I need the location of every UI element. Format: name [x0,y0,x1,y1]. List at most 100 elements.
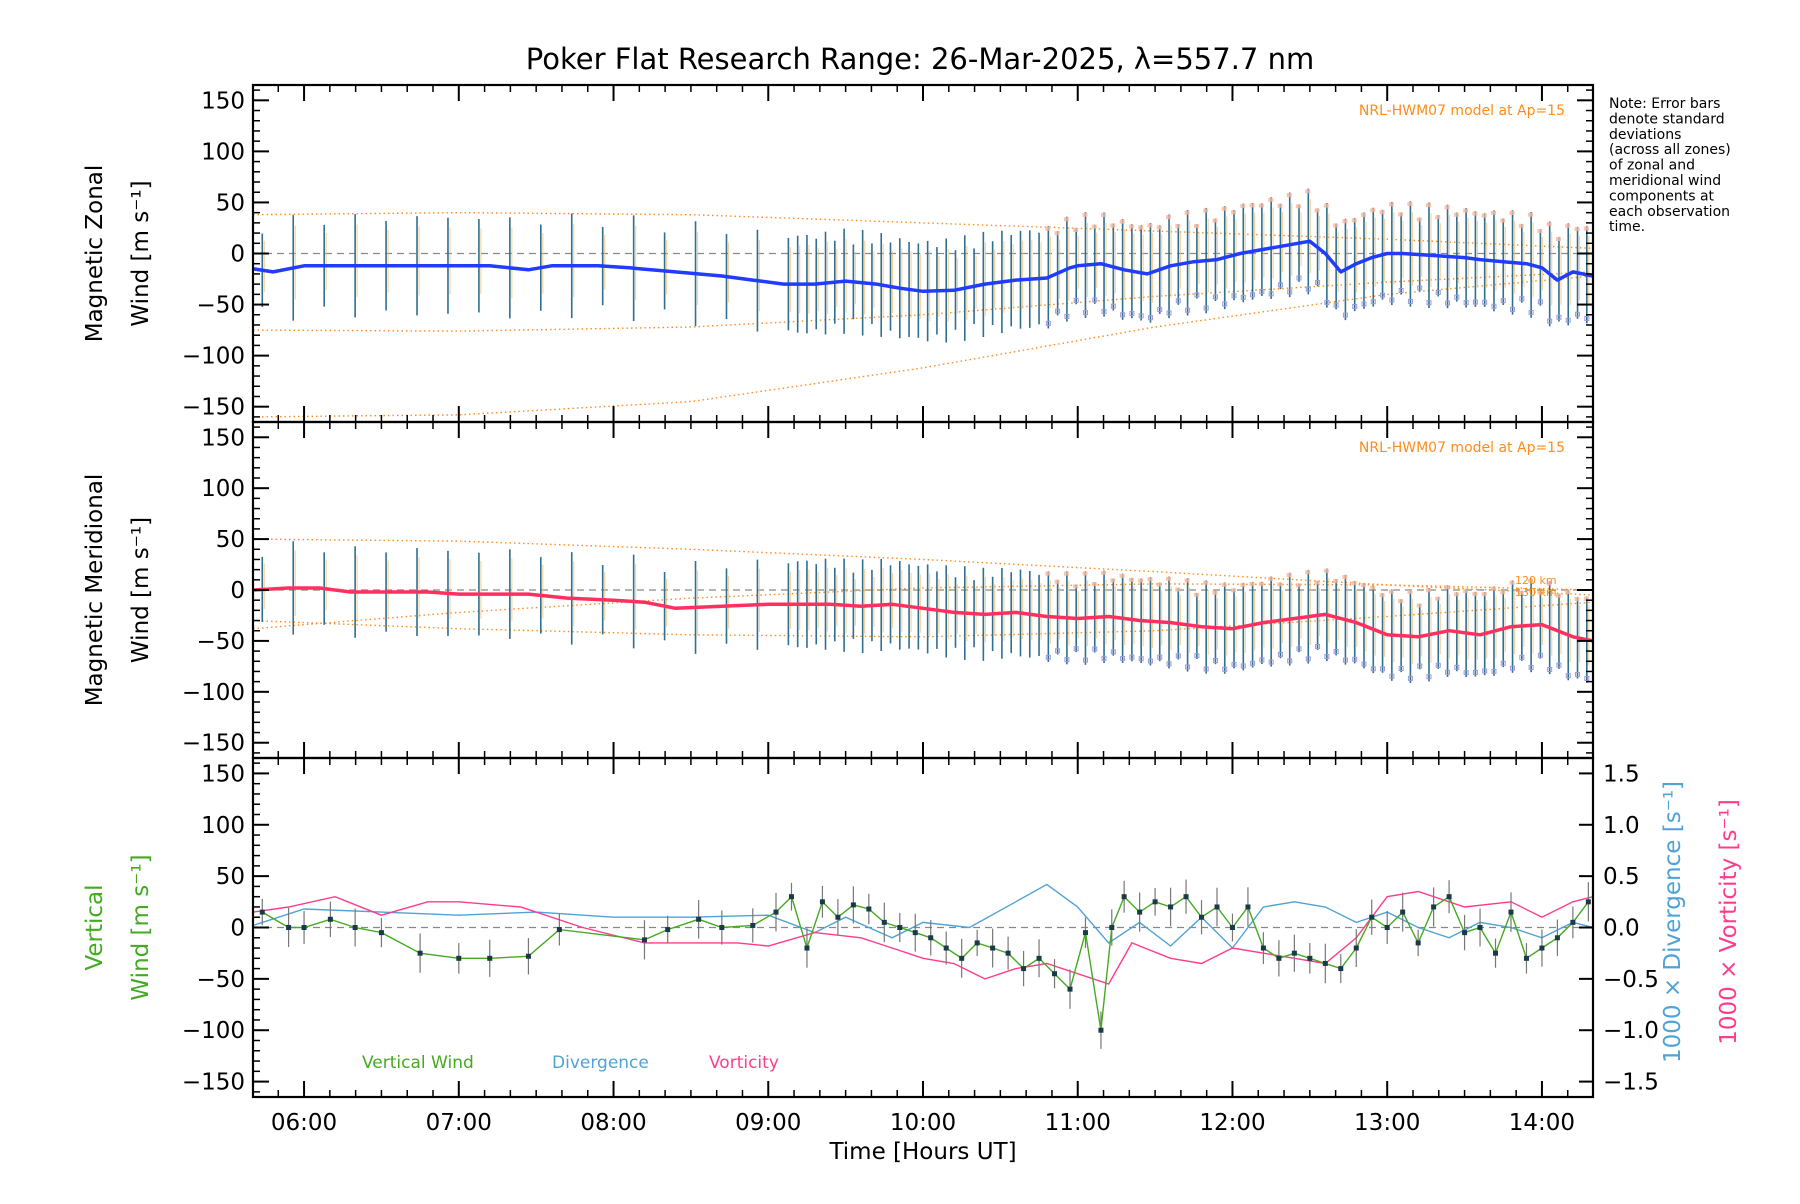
vertical-wind-point [1384,925,1390,930]
zone-point [1212,590,1218,595]
vertical-wind-point [866,906,872,912]
y-tick-label: 50 [216,864,245,890]
zone-point [1519,296,1525,302]
zone-point [1175,223,1181,228]
zone-point [1259,288,1265,294]
x-tick-label: 13:00 [1354,1110,1420,1136]
vertical-wind-point [1183,894,1189,900]
vertical-wind-point [750,922,756,928]
zone-point [1175,653,1181,659]
zone-point [1063,571,1069,576]
note-line: each observation [1609,204,1730,220]
zone-point [1379,210,1385,215]
zone-point [1528,664,1534,670]
y-tick-label: 50 [216,527,245,553]
vertical-wind-point [259,909,265,915]
zone-point [1314,208,1320,213]
zone-point [1212,218,1218,223]
vertical-wind-point [1152,899,1158,905]
zone-point [1157,306,1163,312]
zone-point [1482,668,1488,674]
vertical-wind-point [881,919,887,925]
zone-point [1314,580,1320,585]
zone-point [1342,312,1348,318]
zone-point [1073,227,1079,232]
zone-point [1296,646,1302,652]
zone-point [1101,308,1107,314]
zone-point [1472,211,1478,216]
vertical-wind-point [352,925,358,930]
zone-point [1537,299,1543,305]
zone-point [1277,282,1283,288]
divergence-line [253,883,1593,950]
zone-point [1212,294,1218,300]
zone-point [1490,210,1496,215]
zone-point [1212,658,1218,664]
zone-point [1203,666,1209,672]
zone-point [1305,189,1311,194]
x-axis-label: Time [Hours UT] [828,1139,1016,1165]
zone-point [1268,291,1274,297]
note-line: (across all zones) [1609,142,1731,158]
vertical-wind-point [378,930,384,936]
zone-point [1453,212,1459,217]
zone-point [1129,654,1135,660]
zone-point [1342,575,1348,580]
zone-point [1296,583,1302,588]
zone-point [1286,573,1292,578]
zone-point [1305,656,1311,662]
vertical-wind-point [1137,909,1143,915]
vertical-wind-point [1199,914,1205,920]
zone-point [1175,587,1181,592]
vertical-wind-point [1353,945,1359,951]
zone-point [1333,579,1339,584]
zone-point [1351,218,1357,223]
x-tick-label: 07:00 [426,1110,492,1136]
vertical-wind-point [959,955,965,961]
zone-point [1360,583,1366,588]
zone-point [1110,649,1116,655]
zone-point [1352,656,1358,662]
y-tick-label: −50 [196,629,245,655]
zone-point [1426,300,1432,306]
zone-point [1333,302,1339,308]
zone-point [1147,223,1153,228]
zone-point [1091,224,1097,229]
vertical-wind-point [1570,919,1576,925]
zone-point [1101,655,1107,661]
zone-point [1388,202,1394,207]
zone-point [1092,646,1098,652]
zone-point [1119,219,1125,224]
y-tick-label: −100 [182,1018,245,1044]
note-line: denote standard [1609,111,1725,127]
zone-point [1398,665,1404,671]
y-tick-label: 100 [201,139,245,165]
y-axis-label-line2: Wind [m s⁻¹] [128,180,154,326]
zone-point [1324,654,1330,660]
zone-point [1333,649,1339,655]
vertical-wind-point [943,945,949,951]
zone-point [1398,287,1404,293]
zone-point [1231,661,1237,667]
vertical-wind-point [1109,925,1115,930]
zone-point [1157,654,1163,660]
zone-point [1584,675,1590,681]
vertical-wind-point [819,899,825,905]
y-axis-label-line1: Magnetic Meridional [82,474,108,707]
zone-point [1194,653,1200,659]
zone-point [1147,577,1153,582]
zone-point [1250,660,1256,666]
zone-point [1249,203,1255,208]
zone-point [1361,301,1367,307]
zone-point [1082,212,1088,217]
zone-point [1185,664,1191,670]
zone-point [1398,212,1404,217]
vertical-wind-point [1291,950,1297,956]
zone-point [1574,597,1580,602]
right-tick-label: 0.0 [1603,916,1640,942]
vertical-wind-point [1021,966,1027,972]
zone-point [1435,215,1441,220]
model-height-label: 120 km [1515,574,1557,587]
zone-point [1555,593,1561,598]
vertical-wind-point [1005,950,1011,956]
